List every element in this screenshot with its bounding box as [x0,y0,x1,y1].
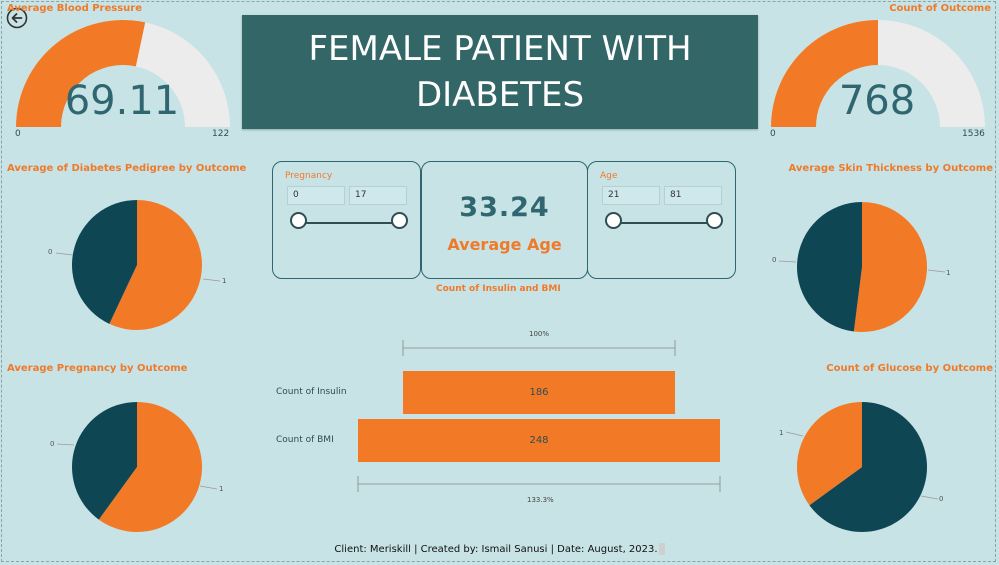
age-slicer: Age 21 81 [587,161,736,279]
pregnancy-max-input[interactable]: 17 [349,186,407,205]
funnel-bar-bmi[interactable]: 248 [358,419,720,462]
funnel-bottom-bracket [357,476,721,492]
bar-value: 248 [529,435,549,446]
outcome-count-gauge [771,20,985,127]
range-track [300,222,400,224]
footer-text: Client: Meriskill | Created by: Ismail S… [334,544,658,555]
pie-slice-1[interactable] [797,402,862,506]
pregnancy-min-input[interactable]: 0 [287,186,345,205]
gauge-left-title: Average Blood Pressure [7,3,142,14]
age-max-input[interactable]: 81 [664,186,722,205]
funnel-bottom-percent: 133.3% [527,496,554,504]
funnel-bar-insulin[interactable]: 186 [403,371,675,414]
funnel-top-percent: 100% [529,330,550,338]
pie-slice-1[interactable] [853,202,927,332]
pie-slice-0[interactable] [809,402,927,532]
gauge-fill [771,20,878,127]
gauge-left-min: 0 [15,129,21,139]
gauge-left-max: 122 [212,129,230,139]
pregnancy-chart-title: Average Pregnancy by Outcome [7,363,188,374]
slicer-label: Age [600,171,618,181]
leader-line [785,431,804,437]
pie-slice-0[interactable] [72,200,137,324]
pie-label-0: 0 [48,248,53,256]
pie-slice-0[interactable] [72,402,137,520]
gauge-fill [16,20,146,127]
funnel-category-insulin: Count of Insulin [276,387,347,397]
pie-slice-0[interactable] [797,202,862,332]
pie-label-0: 0 [772,256,777,264]
dashboard-title-banner: FEMALE PATIENT WITH DIABETES [242,15,758,129]
kpi-value: 33.24 [459,192,550,223]
footer-credits: Client: Meriskill | Created by: Ismail S… [0,543,999,555]
leader-line [920,495,939,500]
gauge-right-title: Count of Outcome [889,3,991,14]
pregnancy-slicer: Pregnancy 0 17 [272,161,421,279]
pedigree-chart-title: Average of Diabetes Pedigree by Outcome [7,163,247,174]
funnel-category-bmi: Count of BMI [276,435,334,445]
pregnancy-pie-chart [72,402,202,532]
page-title: FEMALE PATIENT WITH DIABETES [308,29,692,115]
funnel-chart-title: Count of Insulin and BMI [436,284,561,294]
leader-line [202,278,221,282]
age-min-handle[interactable] [605,212,622,229]
funnel-top-bracket [402,340,676,356]
glucose-chart-title: Count of Glucose by Outcome [826,363,993,374]
pie-slice-1[interactable] [109,200,203,330]
leader-line [927,269,946,273]
age-min-input[interactable]: 21 [602,186,660,205]
pie-label-0: 0 [939,495,944,503]
back-arrow-icon[interactable] [6,7,28,29]
leader-line [778,260,797,263]
slicer-label: Pregnancy [285,171,333,181]
leader-line [56,443,75,446]
gauge-right-max: 1536 [962,129,985,139]
blood-pressure-gauge [16,20,230,127]
pie-label-1: 1 [779,429,784,437]
average-age-card: 33.24 Average Age [421,161,588,279]
age-max-handle[interactable] [706,212,723,229]
pregnancy-max-handle[interactable] [391,212,408,229]
gauge-left-value: 69.11 [64,78,180,124]
kpi-label: Average Age [447,235,562,254]
bar-value: 186 [529,387,549,398]
gauge-right-min: 0 [770,129,776,139]
pie-label-0: 0 [50,440,55,448]
pregnancy-min-handle[interactable] [290,212,307,229]
gauge-right-value: 768 [838,78,916,124]
skin-chart-title: Average Skin Thickness by Outcome [788,163,993,174]
pie-label-1: 1 [946,269,951,277]
text-cursor [658,543,665,555]
pie-label-1: 1 [219,485,224,493]
leader-line [199,485,218,490]
leader-line [55,252,74,256]
glucose-pie-chart [797,402,927,532]
pie-slice-1[interactable] [98,402,202,532]
range-track [615,222,715,224]
pedigree-pie-chart [72,200,203,330]
pie-label-1: 1 [222,277,227,285]
skin-thickness-pie-chart [797,202,927,332]
